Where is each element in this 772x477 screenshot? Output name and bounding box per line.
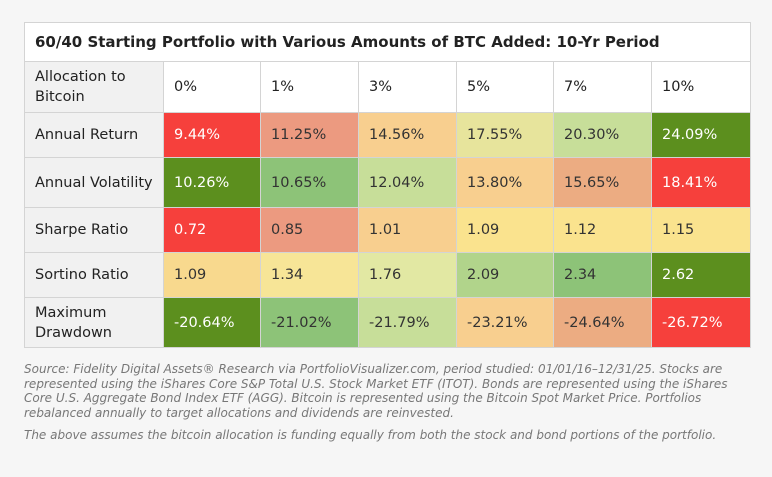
source-note: Source: Fidelity Digital Assets® Researc… [24,362,728,420]
table-cell: 1.76 [358,252,457,298]
table-cell: 0.85 [260,207,359,253]
column-header: 7% [553,61,652,113]
table-cell: -20.64% [163,297,261,348]
table-cell: -21.02% [260,297,359,348]
table-cell: 0.72 [163,207,261,253]
row-label: Sortino Ratio [24,252,164,298]
table-cell: 13.80% [456,157,554,208]
table-row: Sharpe Ratio 0.72 0.85 1.01 1.09 1.12 1.15 [24,207,752,253]
table-cell: 2.62 [650,252,752,298]
table-title: 60/40 Starting Portfolio with Various Am… [23,22,752,62]
table-cell: 1.09 [163,252,261,298]
table-cell: -24.64% [553,297,652,348]
table-row: Sortino Ratio 1.09 1.34 1.76 2.09 2.34 2.62 [24,252,752,298]
table-cell: 1.09 [456,207,554,253]
table-row: Maximum Drawdown -20.64% -21.02% -21.79% -23… [24,297,752,348]
row-label: Maximum Drawdown [24,297,164,348]
table-cell: -26.72% [650,297,752,348]
table-cell: 9.44% [163,112,261,158]
table-cell: 10.26% [163,157,261,208]
row-label: Sharpe Ratio [24,207,164,253]
corner-label: Allocation to Bitcoin [24,61,164,113]
row-label: Annual Volatility [24,157,164,208]
table-cell: 15.65% [553,157,652,208]
table-cell: 10.65% [260,157,359,208]
table-cell: 18.41% [650,157,752,208]
table-cell: -21.79% [358,297,457,348]
column-header: 5% [456,61,554,113]
table-cell: 1.01 [358,207,457,253]
row-label: Annual Return [24,112,164,158]
table-cell: 2.34 [553,252,652,298]
table-cell: 14.56% [358,112,457,158]
table-cell: 1.12 [553,207,652,253]
table-cell: 12.04% [358,157,457,208]
footnotes: Source: Fidelity Digital Assets® Researc… [24,362,750,451]
table-row: Annual Volatility 10.26% 10.65% 12.04% 13.80… [24,157,752,208]
assumption-note: The above assumes the bitcoin allocation… [24,428,717,442]
header-row: Allocation to Bitcoin 0% 1% 3% 5% 7% 10% [24,61,752,113]
table-row: Annual Return 9.44% 11.25% 14.56% 17.55% 20.3… [24,112,752,158]
btc-allocation-table: 60/40 Starting Portfolio with Various Am… [23,22,752,348]
table-cell: 1.15 [650,207,752,253]
table-cell: 2.09 [456,252,554,298]
table-body: Allocation to Bitcoin 0% 1% 3% 5% 7% 10% Annu… [24,61,752,348]
column-header: 3% [358,61,457,113]
column-header: 10% [650,61,752,113]
column-header: 0% [163,61,261,113]
table-cell: 11.25% [260,112,359,158]
column-header: 1% [260,61,359,113]
table-cell: 1.34 [260,252,359,298]
table-cell: 20.30% [553,112,652,158]
table-cell: 17.55% [456,112,554,158]
table-cell: 24.09% [650,112,752,158]
table-cell: -23.21% [456,297,554,348]
